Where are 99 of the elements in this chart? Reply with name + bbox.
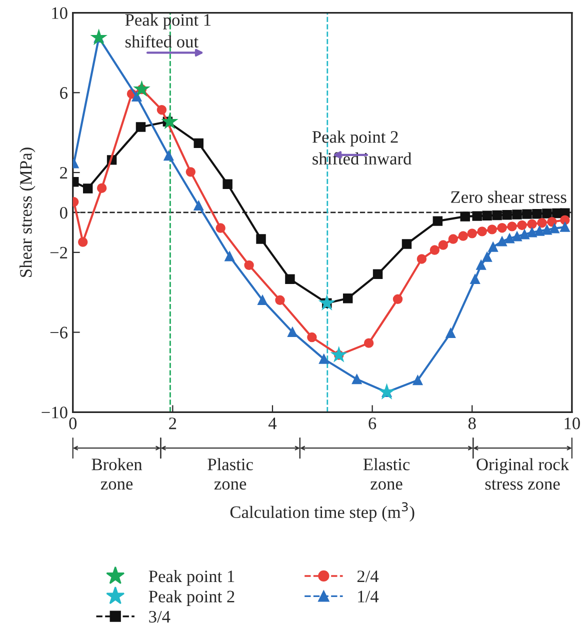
point [318, 294, 336, 310]
point [364, 338, 374, 348]
annotation: Peak point 1 shifted out [125, 14, 211, 48]
point [430, 245, 440, 255]
point [244, 260, 254, 270]
point [492, 210, 502, 220]
point [550, 224, 560, 234]
y-tick-label: −10 [42, 406, 68, 418]
point [96, 183, 107, 193]
point [161, 112, 178, 130]
point [497, 236, 507, 246]
point [458, 231, 468, 241]
legend-label: 3/4 [149, 610, 170, 623]
point [194, 200, 204, 211]
point [372, 269, 383, 280]
point [502, 210, 512, 220]
y-tick-label: −6 [50, 326, 68, 338]
point [412, 375, 423, 386]
point [194, 138, 204, 148]
point [527, 219, 537, 229]
point [319, 354, 329, 364]
point [342, 293, 353, 304]
point [487, 224, 497, 234]
point [512, 210, 522, 220]
y-tick-label: 10 [52, 7, 68, 19]
point [275, 295, 285, 305]
point [378, 383, 396, 400]
point [467, 228, 477, 238]
point [416, 254, 427, 264]
point [307, 332, 317, 342]
point [352, 374, 362, 384]
point [512, 232, 522, 242]
x-tick-label: 0 [69, 418, 77, 430]
x-axis-title: Calculation time step (m$^{3}$) [230, 502, 414, 522]
point [432, 216, 443, 226]
x-tick-label: 2 [169, 418, 176, 430]
point [534, 226, 544, 236]
point [547, 216, 557, 227]
point [472, 211, 482, 221]
point [517, 220, 527, 230]
point [90, 28, 108, 46]
point [156, 104, 167, 115]
y-tick-label: −2 [50, 246, 68, 258]
text: Broken zone [92, 458, 142, 490]
text: Elastic zone [363, 458, 410, 490]
point [542, 208, 552, 218]
point [477, 226, 487, 236]
point [470, 274, 480, 284]
point [256, 234, 266, 244]
point [186, 167, 196, 177]
point [164, 150, 174, 161]
point [132, 92, 142, 102]
point [482, 252, 492, 262]
point [222, 179, 232, 189]
point [258, 295, 268, 305]
point [497, 222, 507, 233]
point [560, 215, 570, 225]
point [78, 237, 88, 247]
point [446, 328, 456, 338]
legend-label: 1/4 [358, 590, 379, 602]
point [520, 230, 530, 240]
x-tick-label: 8 [468, 418, 476, 430]
y-tick-label: 6 [60, 87, 68, 99]
point [460, 212, 470, 222]
point [542, 224, 552, 235]
x-tick-label: 4 [268, 418, 277, 430]
point [224, 252, 234, 262]
point [507, 222, 517, 232]
y-tick-label: 2 [60, 167, 68, 179]
point [476, 260, 486, 270]
y-axis-title: Shear stress (MPa) [20, 148, 36, 277]
point [82, 184, 93, 194]
point [560, 222, 570, 232]
point [448, 234, 458, 244]
point [402, 239, 412, 249]
point [532, 209, 542, 219]
legend-label: Peak point 2 [148, 590, 234, 606]
point [438, 240, 448, 250]
text: Original rock stress zone [476, 458, 570, 490]
point [537, 218, 547, 228]
point [330, 346, 348, 362]
point [488, 242, 498, 252]
x-tick-label: 6 [368, 418, 376, 430]
point [527, 228, 537, 238]
point [504, 234, 514, 244]
point [285, 274, 295, 284]
ref-line-label: Zero shear stress [451, 190, 566, 203]
point [216, 223, 226, 233]
point [392, 294, 403, 304]
text: Plastic zone [208, 458, 253, 490]
x-tick-label: 10 [564, 418, 580, 430]
y-tick-label: 0 [60, 206, 68, 219]
point [288, 327, 298, 337]
legend-label: Peak point 1 [148, 570, 234, 586]
point [133, 80, 150, 97]
point [136, 122, 146, 132]
point [522, 209, 532, 219]
legend-label: 2/4 [357, 570, 379, 582]
point [482, 210, 492, 221]
